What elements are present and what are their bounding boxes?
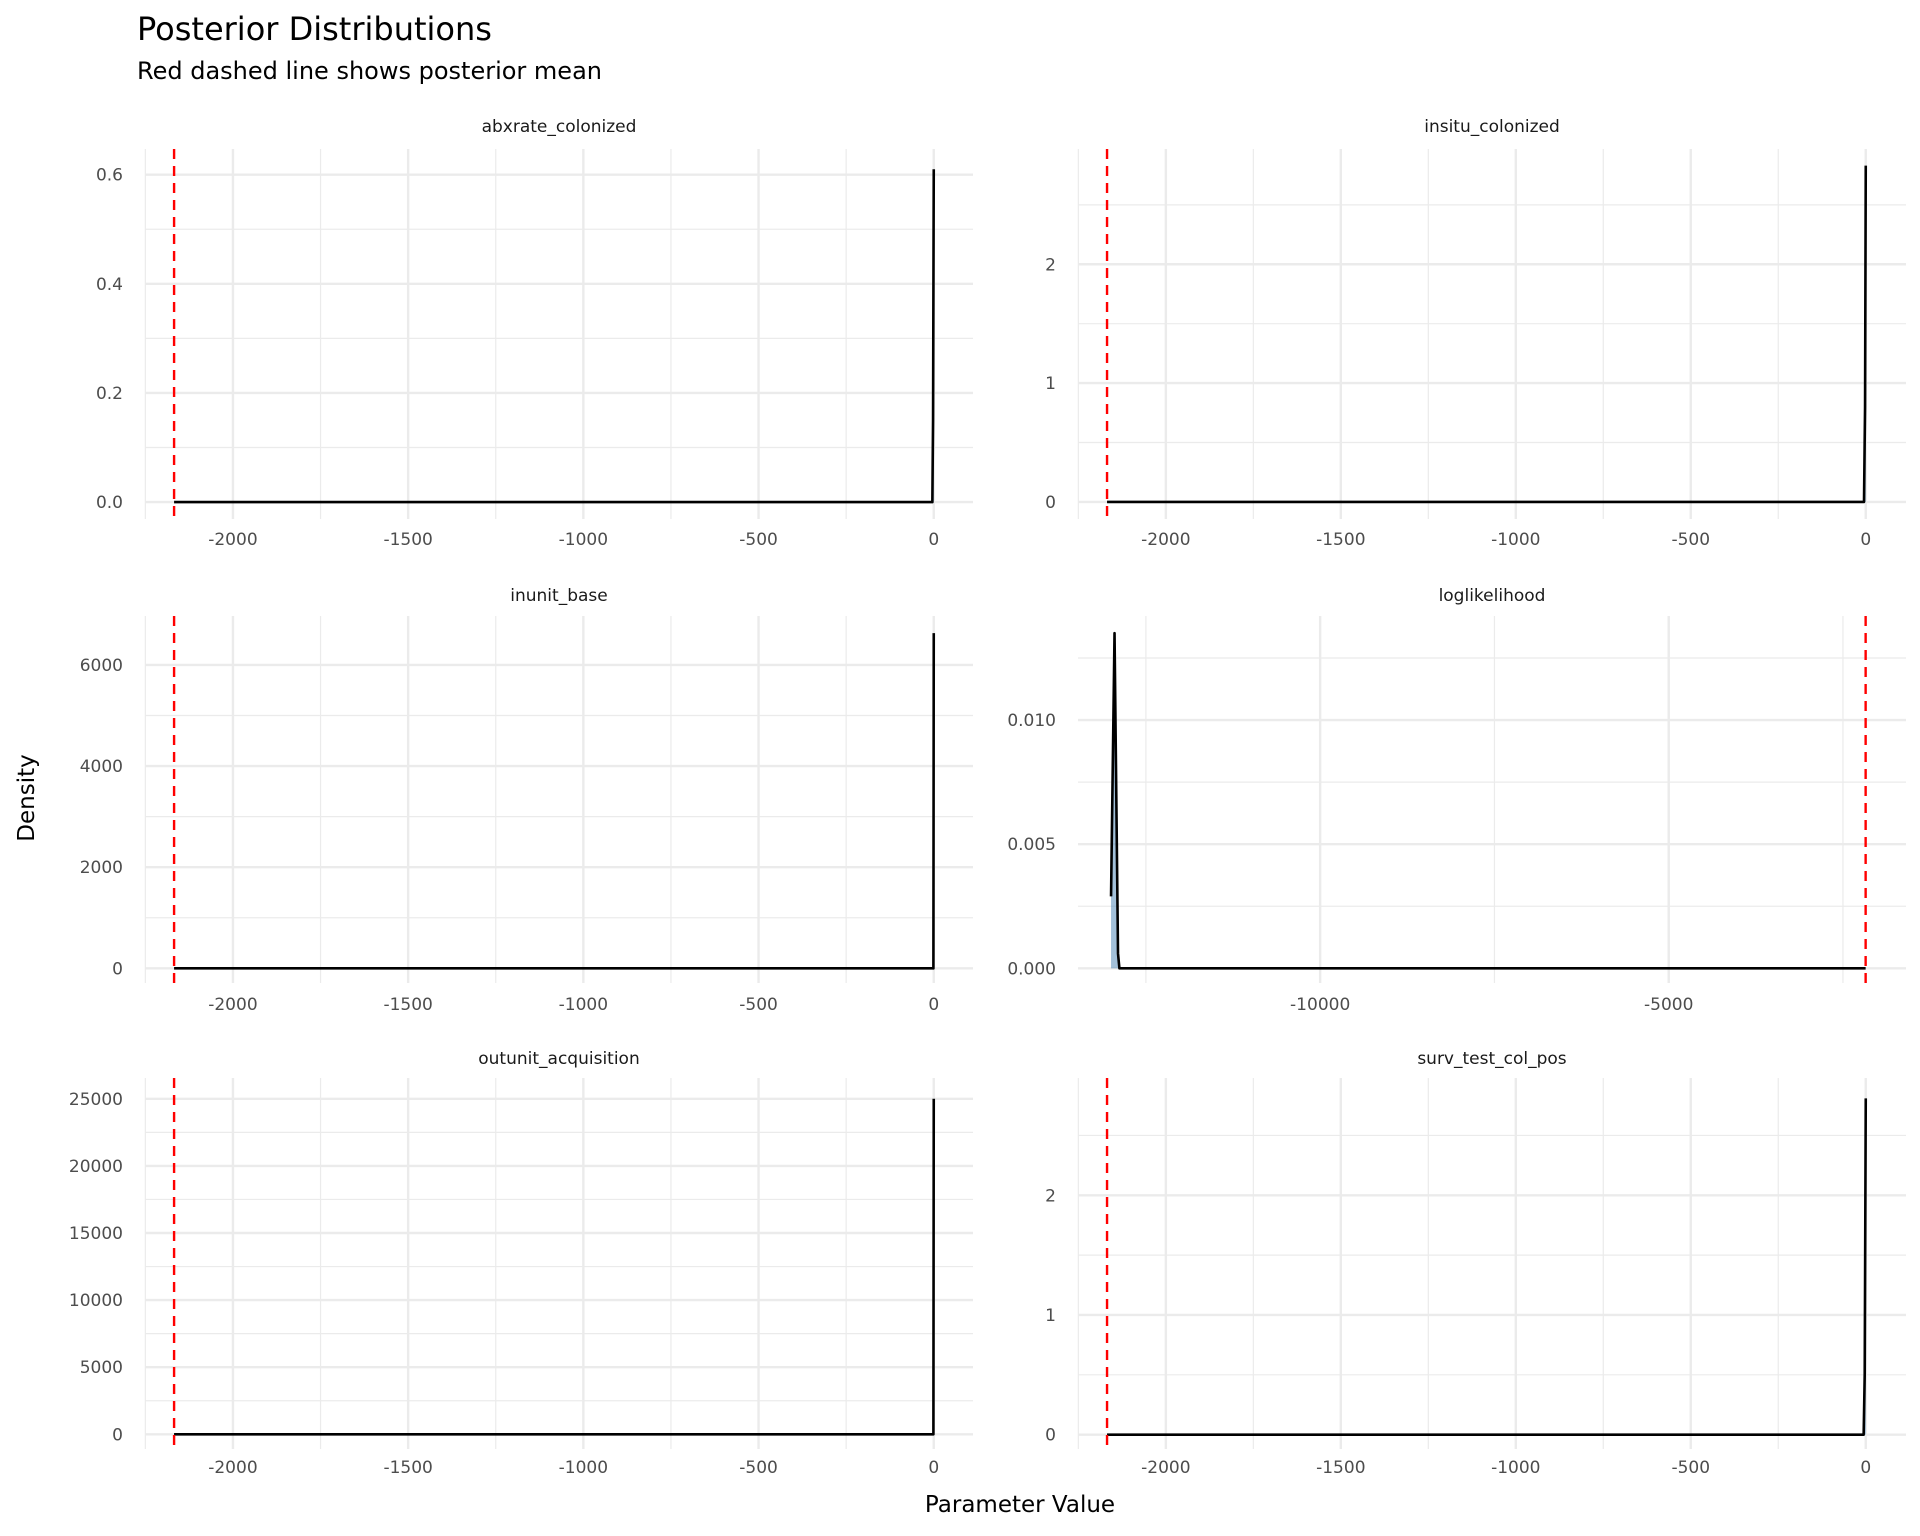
y-tick-label: 0 — [112, 1425, 123, 1445]
density-line — [1107, 165, 1868, 504]
density-area — [1107, 1098, 1866, 1435]
y-tick-label: 10000 — [69, 1291, 123, 1311]
x-tick-label: -1000 — [1491, 530, 1540, 550]
panel-strip-label: abxrate_colonized — [482, 117, 637, 137]
x-tick-label: 0 — [928, 530, 939, 550]
x-tick-label: -1500 — [383, 995, 432, 1015]
density-line — [1109, 631, 1866, 970]
density-line — [174, 1098, 936, 1436]
chart-title: Posterior Distributions — [137, 10, 492, 48]
x-tick-label: 0 — [928, 1458, 939, 1478]
panel-strip-label: surv_test_col_pos — [1417, 1049, 1566, 1069]
x-tick-label: -1500 — [383, 1458, 432, 1478]
y-tick-label: 25000 — [69, 1090, 123, 1110]
x-tick-label: -1500 — [383, 530, 432, 550]
chart-subtitle: Red dashed line shows posterior mean — [137, 57, 602, 85]
density-line — [174, 633, 936, 970]
x-tick-label: -2000 — [208, 530, 257, 550]
x-tick-label: -1500 — [1316, 530, 1365, 550]
y-tick-label: 0.4 — [96, 275, 123, 295]
panel-inunit-base: -2000 -1500 -1000 -500 0 0 2000 4000 6000 inunit_… — [80, 586, 973, 1015]
y-tick-label: 4000 — [80, 757, 123, 777]
x-tick-label: -1000 — [559, 995, 608, 1015]
y-tick-label: 2000 — [80, 858, 123, 878]
x-tick-label: -2000 — [208, 995, 257, 1015]
density-area — [1107, 165, 1866, 502]
x-tick-label: -10000 — [1290, 995, 1350, 1015]
y-tick-label: 6000 — [80, 656, 123, 676]
y-tick-label: 0 — [1045, 493, 1056, 513]
x-tick-label: -2000 — [208, 1458, 257, 1478]
x-tick-label: -2000 — [1141, 1458, 1190, 1478]
panel-outunit-acquisition: -2000 -1500 -1000 -500 0 0 5000 10000 15000 20000… — [69, 1049, 973, 1478]
x-tick-label: 0 — [1860, 1458, 1871, 1478]
density-area — [1111, 633, 1866, 969]
x-tick-label: -500 — [1671, 530, 1710, 550]
y-tick-label: 0 — [112, 959, 123, 979]
y-tick-label: 2 — [1045, 1186, 1056, 1206]
y-tick-label: 0 — [1045, 1426, 1056, 1446]
y-tick-label: 1 — [1045, 374, 1056, 394]
x-axis-label: Parameter Value — [924, 1492, 1116, 1518]
y-tick-label: 0.010 — [1007, 711, 1056, 731]
y-tick-label: 0.000 — [1007, 959, 1056, 979]
x-tick-label: -500 — [739, 530, 778, 550]
x-tick-label: -5000 — [1644, 995, 1693, 1015]
density-area — [174, 169, 934, 503]
panel-strip-label: loglikelihood — [1439, 586, 1546, 606]
panel-strip-label: outunit_acquisition — [478, 1049, 639, 1069]
y-tick-label: 20000 — [69, 1157, 123, 1177]
y-tick-label: 1 — [1045, 1306, 1056, 1326]
x-tick-label: -500 — [1671, 1458, 1710, 1478]
x-tick-label: -500 — [739, 1458, 778, 1478]
panel-insitu-colonized: -2000 -1500 -1000 -500 0 0 1 2 insitu_colonized — [1045, 117, 1906, 550]
panel-abxrate-colonized: -2000 -1500 -1000 -500 0 0.0 0.2 0.4 0.6 abxrate_… — [96, 117, 973, 550]
panel-surv-test-col-pos: -2000 -1500 -1000 -500 0 0 1 2 surv_test_col_pos — [1045, 1049, 1906, 1478]
y-tick-label: 0.6 — [96, 166, 123, 186]
x-tick-label: -1000 — [559, 530, 608, 550]
panel-strip-label: insitu_colonized — [1424, 117, 1560, 137]
y-tick-label: 0.2 — [96, 384, 123, 404]
y-tick-label: 0.0 — [96, 493, 123, 513]
x-tick-label: 0 — [928, 995, 939, 1015]
x-tick-label: -1000 — [1491, 1458, 1540, 1478]
x-tick-label: -1000 — [559, 1458, 608, 1478]
y-tick-label: 2 — [1045, 255, 1056, 275]
x-tick-label: 0 — [1860, 530, 1871, 550]
density-line — [174, 169, 936, 504]
density-line — [1107, 1098, 1868, 1436]
x-tick-label: -2000 — [1141, 530, 1190, 550]
y-tick-label: 0.005 — [1007, 835, 1056, 855]
panel-loglikelihood: -10000 -5000 0.000 0.005 0.010 loglikelihood — [1007, 586, 1906, 1015]
x-tick-label: -500 — [739, 995, 778, 1015]
y-tick-label: 5000 — [80, 1358, 123, 1378]
x-tick-label: -1500 — [1316, 1458, 1365, 1478]
panel-strip-label: inunit_base — [510, 586, 607, 606]
y-tick-label: 15000 — [69, 1224, 123, 1244]
